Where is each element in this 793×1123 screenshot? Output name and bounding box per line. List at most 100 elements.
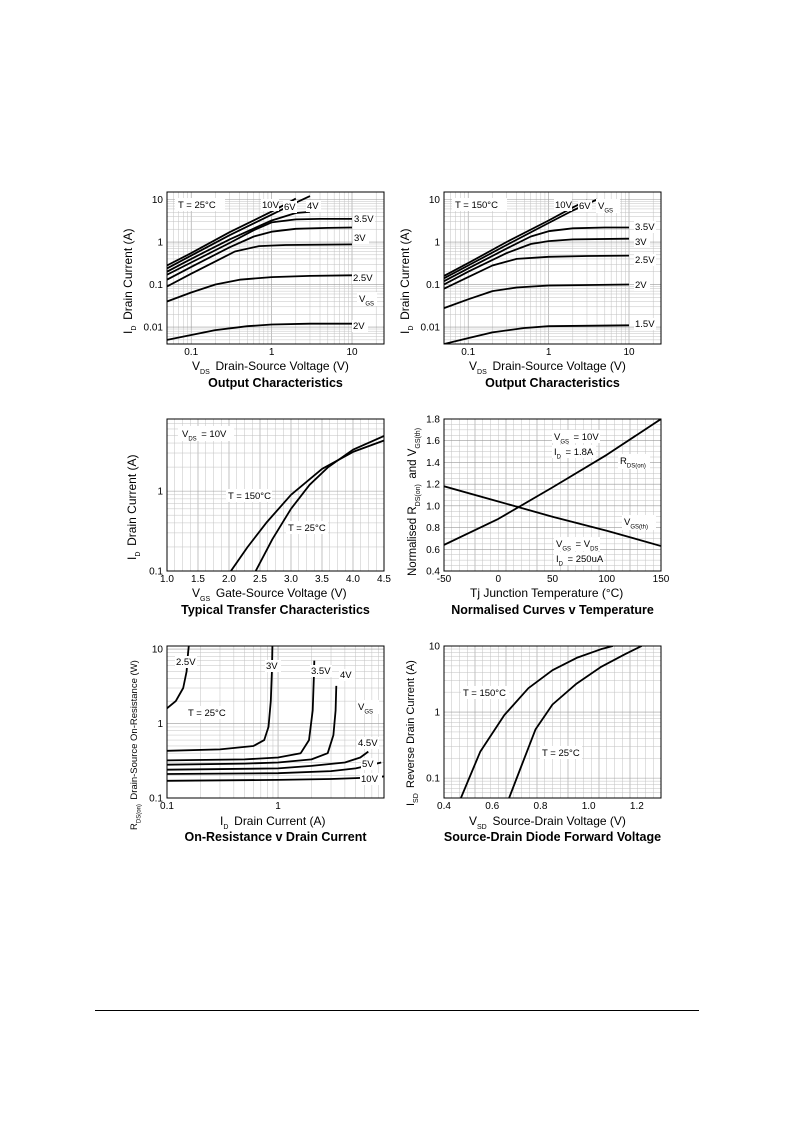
plot-background: [444, 192, 661, 344]
chart-panel-3: 1.0 1.5 2.0 2.5 3.0 3.5 4.0 4.5 0.1 1 Typical Tran…: [125, 418, 391, 617]
label-part: Reverse Drain Current (A): [405, 660, 417, 791]
y-tick-label: 0.1: [426, 280, 440, 291]
x-tick-label: 0.6: [485, 801, 499, 812]
label-part: I: [220, 814, 223, 828]
label-part: R: [620, 456, 627, 467]
label-backdrop: [261, 199, 279, 211]
label-part: V: [554, 432, 561, 443]
series-line: [254, 435, 384, 571]
curve-label: 3.5V: [635, 222, 655, 233]
label-part: V: [469, 814, 477, 828]
subscript: GS: [562, 546, 571, 552]
label-part: Gate-Source Voltage (V): [213, 586, 347, 600]
curve-label: 4.5V: [358, 738, 378, 749]
label-part: V: [192, 359, 200, 373]
label-backdrop: [178, 426, 234, 441]
chart-panel-6: 0.4 0.6 0.8 1.0 1.2 0.1 1 10 Source-Drain Diode …: [405, 642, 662, 844]
curve-label: T = 25°C: [288, 523, 326, 534]
y-tick-label: 1: [157, 719, 163, 730]
series-line: [230, 439, 384, 571]
label-spacer: [374, 294, 376, 305]
subscript: D: [223, 824, 228, 831]
y-tick-label: 0.8: [426, 523, 440, 534]
label-backdrop: [175, 198, 225, 211]
series-line: [444, 324, 630, 344]
series-line: [167, 660, 316, 762]
curve-label: 2.5V: [353, 273, 373, 284]
label-part: Drain-Source On-Resistance (W): [129, 660, 140, 802]
x-tick-label: 10: [346, 347, 358, 358]
curve-label: 6V: [579, 201, 591, 212]
x-tick-label: 10: [623, 347, 635, 358]
y-axis-label: ID Drain Current (A): [398, 228, 415, 334]
label-part: V: [598, 201, 605, 212]
label-backdrop: [634, 318, 656, 330]
vgs-label: VGS: [359, 294, 376, 307]
chart-title: Typical Transfer Characteristics: [181, 603, 370, 617]
label-part: Drain-Source Voltage (V): [489, 359, 626, 373]
y-axis-label: Normalised RDS(on) and VGS(th): [407, 426, 422, 576]
series-line: [167, 646, 190, 709]
label-backdrop: [352, 320, 368, 332]
label-spacer: [613, 201, 615, 212]
label-part: V: [192, 586, 200, 600]
vgs-label: VGS: [598, 201, 615, 214]
label-backdrop: [634, 221, 656, 233]
label-backdrop: [357, 737, 379, 749]
y-tick-label: 0.1: [149, 794, 163, 805]
label-backdrop: [286, 521, 328, 534]
label-part: I: [556, 554, 559, 565]
label-backdrop: [352, 272, 374, 284]
x-tick-label: 1.0: [582, 801, 596, 812]
series-line: [444, 237, 630, 286]
label-backdrop: [554, 537, 600, 551]
plot-frame: [166, 418, 385, 572]
y-axis-label: ISD Reverse Drain Current (A): [405, 660, 420, 806]
label-spacer: [648, 517, 650, 528]
label-part: = 10V: [571, 432, 599, 443]
label-backdrop: [360, 773, 382, 785]
y-tick-label: 1: [434, 238, 440, 249]
label-part: I: [554, 447, 557, 458]
label-backdrop: [186, 706, 228, 719]
label-part: and V: [407, 448, 419, 482]
label-part: = 250uA: [565, 554, 604, 565]
series-line: [167, 750, 369, 771]
label-backdrop: [540, 746, 582, 759]
x-axis-label: VDS Drain-Source Voltage (V): [469, 359, 626, 376]
curve-label: T = 150°C: [463, 688, 506, 699]
series-line: [167, 211, 311, 273]
subscript: GS(th): [630, 524, 648, 530]
curve-label: 2V: [635, 280, 647, 291]
condition-label: VGS = 10V: [554, 432, 599, 445]
label-part: V: [182, 429, 189, 440]
x-tick-label: 0.1: [184, 347, 198, 358]
subscript: D: [408, 326, 415, 331]
x-tick-label: 0.4: [437, 801, 451, 812]
series-line: [508, 646, 643, 798]
label-backdrop: [357, 292, 377, 306]
y-tick-label: 1.2: [426, 480, 440, 491]
chart-title: Source-Drain Diode Forward Voltage: [444, 830, 661, 844]
label-backdrop: [634, 236, 650, 248]
label-part: Drain Current (A): [231, 814, 326, 828]
subscript: GS: [560, 439, 569, 445]
label-backdrop: [353, 232, 369, 244]
label-backdrop: [361, 758, 377, 770]
curve-label: 3.5V: [354, 214, 374, 225]
series-line: [444, 254, 630, 290]
x-tick-label: 0.8: [533, 801, 547, 812]
temperature-label: T = 25°C: [178, 200, 216, 211]
subscript: DS: [188, 436, 196, 442]
y-tick-label: 0.1: [426, 774, 440, 785]
curve-label: 2V: [353, 321, 365, 332]
label-backdrop: [554, 552, 604, 565]
x-tick-label: 150: [653, 574, 670, 585]
chart-title: On-Resistance v Drain Current: [185, 830, 368, 844]
label-part: V: [556, 539, 563, 550]
label-backdrop: [596, 199, 620, 213]
curve-label: 2.5V: [635, 255, 655, 266]
label-part: Tj: [470, 586, 480, 600]
